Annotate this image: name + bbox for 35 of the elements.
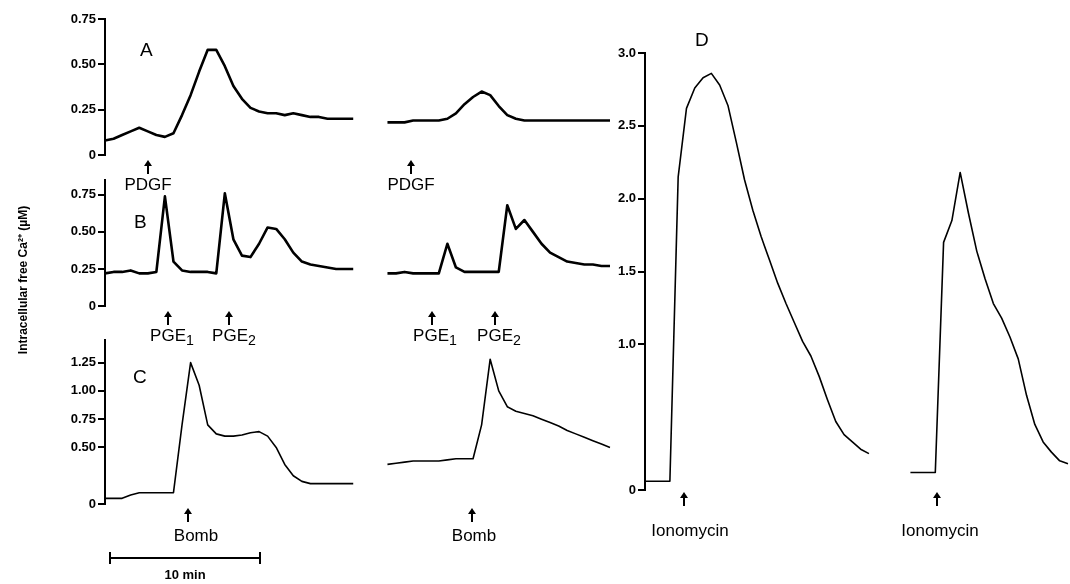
y-tick-label: 2.0: [617, 190, 636, 206]
text: Ionomycin: [651, 521, 729, 540]
y-tick-label: 2.5: [617, 117, 636, 133]
y-tick-label: 1.00: [70, 382, 96, 398]
y-tick-label: 1.25: [70, 354, 96, 370]
text: Ionomycin: [901, 521, 979, 540]
y-tick-label: 0.25: [70, 101, 96, 117]
y-tick-label: 0: [88, 297, 96, 313]
y-tick-label: 0.75: [70, 410, 96, 426]
annotation: A: [140, 39, 153, 60]
y-tick-label: 0.50: [70, 223, 96, 239]
y-tick-label: 0: [628, 481, 636, 497]
y-tick-label: 0.50: [70, 439, 96, 455]
annotation: C: [133, 366, 147, 387]
y-tick-label: 0: [88, 146, 96, 162]
text: D: [695, 29, 709, 50]
y-tick-label: 0: [88, 495, 96, 511]
annotation: PDGF: [387, 175, 435, 194]
annotation: B: [134, 211, 147, 232]
y-tick-label: 1.5: [617, 263, 636, 279]
y-tick-label: 0.25: [70, 260, 96, 276]
annotation: PGE$_{2}$: [477, 326, 521, 349]
y-tick-label: 0.75: [70, 186, 96, 202]
y-tick-label: 1.0: [617, 335, 636, 351]
text: 10 min: [164, 567, 206, 582]
y-axis-title: Intracellular free Ca²⁺ (µM): [14, 205, 31, 355]
text: Bomb: [451, 526, 497, 545]
text: Bomb: [173, 526, 219, 545]
y-tick-label: 0.50: [70, 55, 96, 71]
annotation: PGE$_{2}$: [212, 326, 256, 349]
y-tick-label: 0.75: [70, 10, 96, 26]
annotation: PGE$_{1}$: [150, 326, 194, 349]
annotation: PDGF: [124, 175, 172, 194]
y-tick-label: 3.0: [617, 44, 636, 60]
annotation: PGE$_{1}$: [413, 326, 457, 349]
